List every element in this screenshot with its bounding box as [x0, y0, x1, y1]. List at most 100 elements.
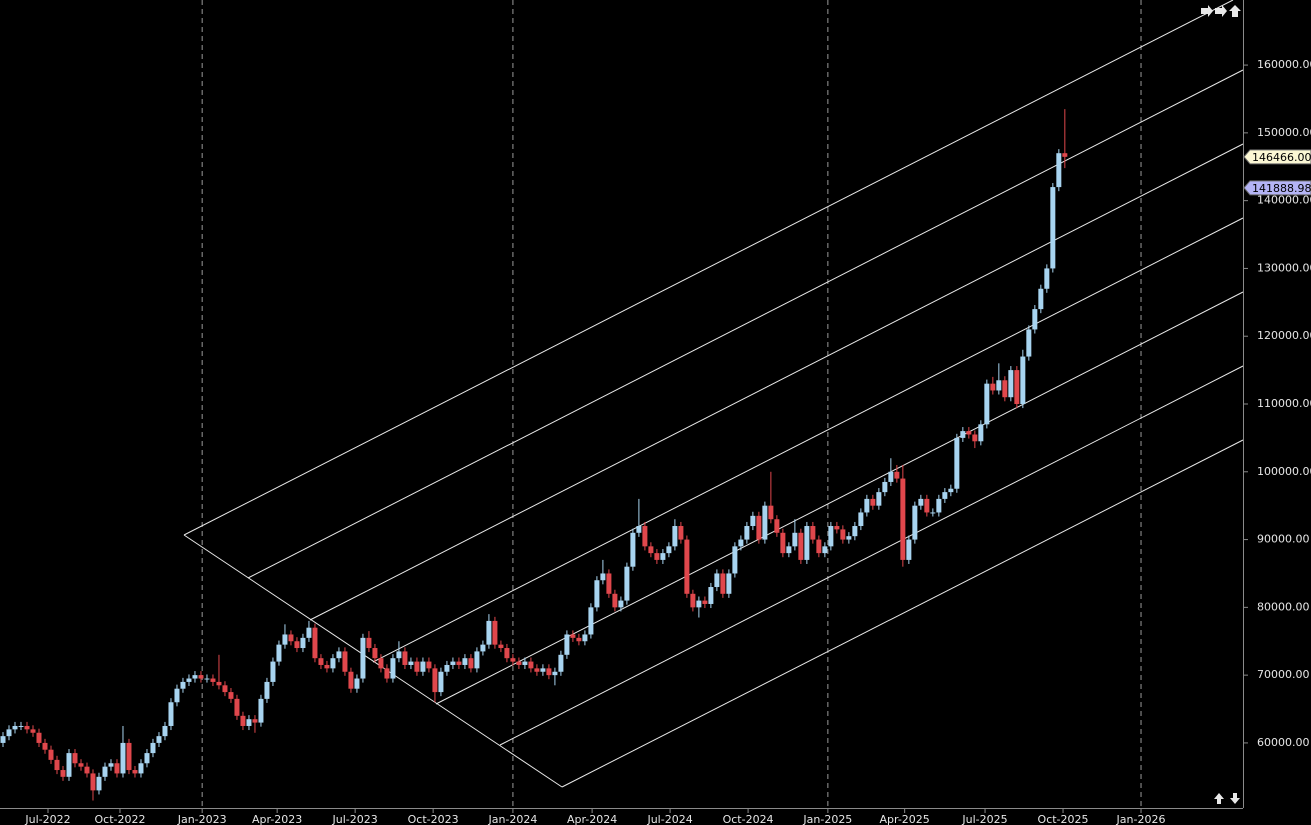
candle-body: [348, 671, 354, 689]
scroll-end-button[interactable]: [1215, 5, 1227, 17]
candle-body: [822, 546, 828, 554]
candle-body: [6, 729, 12, 737]
candle-body: [942, 492, 948, 499]
x-tick-label: Apr-2023: [252, 813, 302, 825]
candle-body: [864, 498, 870, 513]
candle-body: [468, 658, 474, 669]
candle-body: [690, 593, 696, 608]
candle-body: [306, 627, 312, 638]
candle-body: [732, 546, 738, 574]
y-tick-label: 110000.00: [1257, 397, 1311, 410]
candle-body: [720, 573, 726, 594]
scale-up-button[interactable]: [1229, 5, 1241, 17]
candle-body: [174, 688, 180, 703]
candle-body: [150, 742, 156, 754]
candle-body: [840, 529, 846, 540]
candle-body: [204, 678, 210, 680]
candle-body: [336, 651, 342, 659]
candle-body: [894, 471, 900, 479]
candle-body: [990, 383, 996, 391]
candle-body: [684, 539, 690, 594]
pitchfork-line: [247, 69, 1244, 579]
candle-body: [504, 648, 510, 659]
candle-body: [1062, 153, 1068, 157]
scroll-buttons-top[interactable]: [1201, 5, 1241, 17]
candle-body: [444, 664, 450, 672]
candle-body: [654, 553, 660, 560]
scroll-buttons-bottom[interactable]: [1214, 793, 1240, 804]
candle-body: [792, 532, 798, 547]
candle-body: [360, 637, 366, 679]
candle-body: [228, 692, 234, 699]
candle-body: [90, 773, 96, 791]
candle-body: [120, 742, 126, 774]
candle-body: [876, 492, 882, 506]
axes-layer: 60000.00 70000.00 80000.00 90000.00 100000.0…: [24, 58, 1311, 825]
candle-body: [906, 539, 912, 560]
candle-body: [420, 661, 426, 672]
zoom-out-button[interactable]: [1230, 793, 1240, 804]
candle-body: [498, 644, 504, 649]
y-tick-label: 160000.00: [1257, 58, 1311, 71]
candle-body: [426, 661, 432, 669]
zoom-in-button[interactable]: [1214, 793, 1224, 804]
x-tick-label: Jan-2023: [177, 813, 227, 825]
candle-body: [84, 766, 90, 774]
candle-body: [546, 668, 552, 676]
candle-body: [912, 505, 918, 540]
y-tick-label: 130000.00: [1257, 261, 1311, 274]
candle-body: [522, 661, 528, 665]
price-marker: [1243, 180, 1311, 196]
candle-body: [870, 498, 876, 506]
candle-body: [564, 634, 570, 655]
candle-body: [588, 607, 594, 635]
y-tick-label: 70000.00: [1257, 668, 1310, 681]
candle-body: [1038, 288, 1044, 310]
scroll-right-button[interactable]: [1201, 5, 1213, 17]
candle-body: [780, 532, 786, 554]
y-tick-label: 120000.00: [1257, 329, 1311, 342]
candle-body: [144, 753, 150, 764]
candle-body: [312, 627, 318, 659]
candle-body: [372, 648, 378, 659]
candle-body: [828, 526, 834, 547]
candle-body: [288, 634, 294, 642]
y-tick-label: 140000.00: [1257, 194, 1311, 207]
candle-body: [1008, 370, 1014, 398]
candle-body: [492, 620, 498, 645]
candle-body: [624, 566, 630, 601]
candle-body: [264, 681, 270, 699]
candle-body: [648, 546, 654, 554]
candle-body: [798, 532, 804, 560]
candle-body: [96, 776, 102, 791]
candle-body: [972, 434, 978, 442]
candle-body: [246, 719, 252, 726]
candle-body: [282, 634, 288, 645]
y-tick-label: 150000.00: [1257, 126, 1311, 139]
candle-body: [258, 698, 264, 723]
candle-body: [366, 637, 372, 649]
candle-body: [726, 573, 732, 594]
candle-body: [276, 644, 282, 662]
pitchfork-line: [309, 143, 1244, 621]
candle-body: [408, 661, 414, 665]
price-marker-label: 146466.00: [1252, 151, 1311, 164]
candle-body: [42, 742, 48, 750]
y-tick-label: 60000.00: [1257, 736, 1310, 749]
candle-body: [846, 536, 852, 540]
x-tick-label: Jul-2025: [961, 813, 1007, 825]
candle-body: [384, 668, 390, 679]
candle-body: [186, 678, 192, 682]
candle-body: [582, 634, 588, 642]
candle-body: [318, 658, 324, 665]
candle-body: [72, 753, 78, 764]
candle-body: [138, 763, 144, 774]
candle-body: [552, 671, 558, 676]
candle-body: [510, 658, 516, 662]
candle-body: [48, 749, 54, 760]
y-tick-label: 80000.00: [1257, 600, 1310, 613]
candle-body: [960, 431, 966, 438]
candle-body: [618, 600, 624, 608]
